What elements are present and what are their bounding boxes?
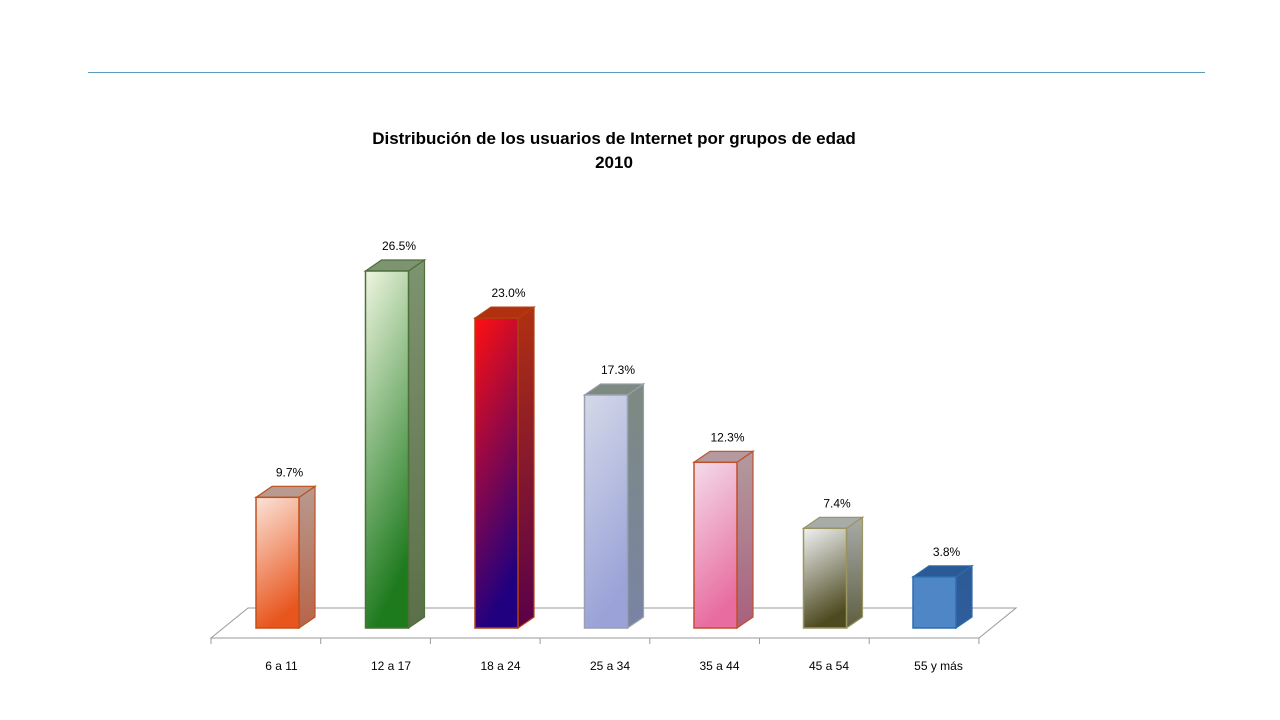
bar-front: [583, 394, 629, 629]
chart-title: Distribución de los usuarios de Internet…: [372, 129, 856, 148]
bar-front: [912, 576, 957, 629]
data-label: 23.0%: [491, 286, 525, 300]
bar-side: [517, 306, 535, 630]
top-divider-line: [88, 72, 1205, 73]
bar-side: [845, 516, 864, 630]
category-label: 55 y más: [914, 659, 963, 673]
data-label: 3.8%: [933, 545, 961, 559]
bar-front: [255, 496, 300, 629]
data-label: 9.7%: [276, 465, 304, 479]
category-label: 6 a 11: [265, 659, 298, 673]
category-label: 25 a 34: [590, 659, 630, 673]
category-label: 45 a 54: [809, 659, 849, 673]
data-label: 7.4%: [823, 496, 851, 510]
data-label: 26.5%: [382, 239, 416, 253]
bar-side: [407, 258, 426, 630]
data-label: 12.3%: [710, 430, 744, 444]
category-label: 35 a 44: [699, 659, 739, 673]
bar-side: [298, 485, 316, 630]
bar-front: [802, 527, 848, 629]
category-label: 18 a 24: [480, 659, 520, 673]
bar-18-a-24: [473, 306, 536, 630]
bar-front: [474, 317, 519, 629]
bar-12-a-17: [363, 258, 427, 630]
data-label: 17.3%: [601, 363, 635, 377]
bar-6-a-11: [254, 485, 317, 630]
bar-25-a-34: [582, 382, 646, 630]
bar-45-a-54: [801, 516, 865, 630]
chart-subtitle: 2010: [595, 153, 633, 172]
category-label: 12 a 17: [371, 659, 411, 673]
bar-front: [364, 270, 410, 629]
bar-side: [626, 382, 645, 630]
bar-35-a-44: [692, 450, 755, 630]
bar-55-y-más: [911, 564, 974, 630]
bar-front: [693, 461, 738, 629]
bar-side: [736, 450, 754, 630]
